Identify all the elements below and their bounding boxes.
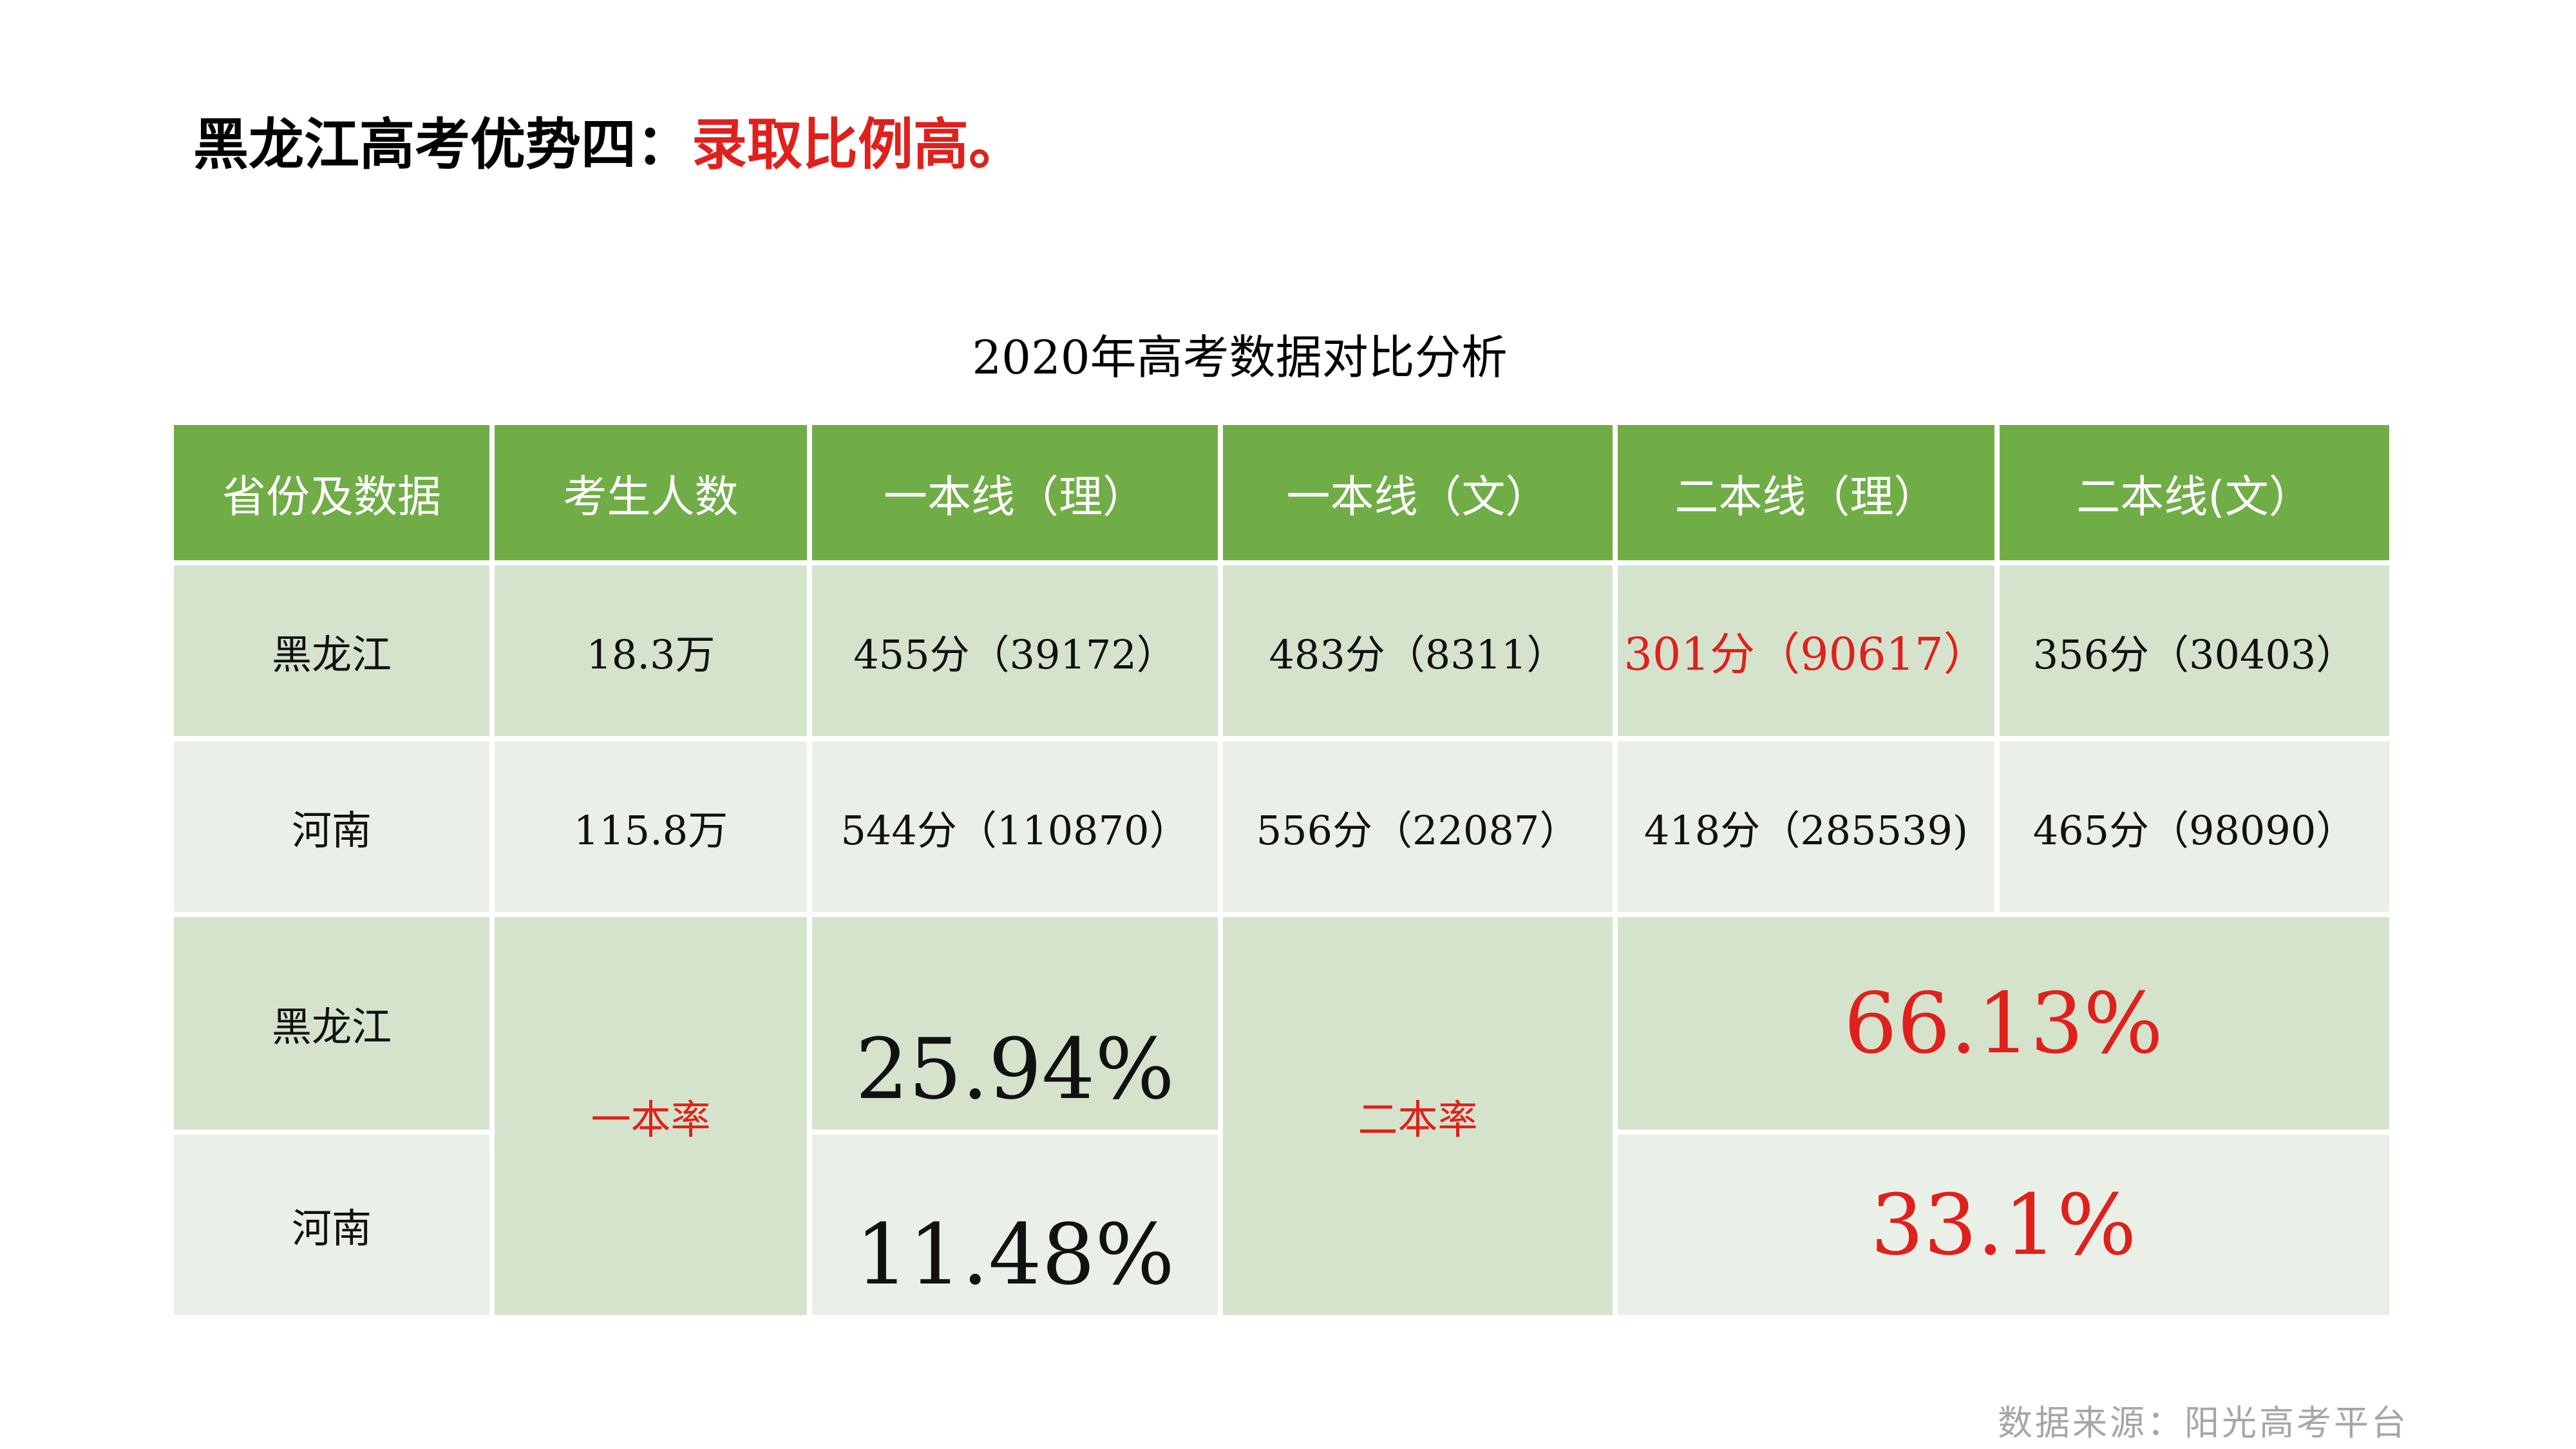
comparison-table: 省份及数据 考生人数 一本线（理） 一本线（文） 二本线（理） 二本线(文） 黑…	[174, 425, 2389, 1315]
table-cell: 465分（98090）	[2000, 741, 2389, 912]
table-cell: 黑龙江	[174, 565, 489, 736]
table-cell: 556分（22087）	[1223, 741, 1613, 912]
table-cell: 115.8万	[495, 741, 807, 912]
data-source-note: 数据来源：阳光高考平台	[1998, 1403, 2409, 1443]
header-cell-tier2-arts: 二本线(文）	[2000, 425, 2389, 560]
second-tier-rate-value: 66.13%	[1618, 917, 2389, 1130]
table-cell: 455分（39172）	[812, 565, 1218, 736]
header-cell-province: 省份及数据	[174, 425, 489, 560]
headline-prefix: 黑龙江高考优势四：	[193, 113, 692, 177]
first-tier-rate-label: 一本率	[495, 917, 807, 1315]
header-cell-candidates: 考生人数	[495, 425, 807, 560]
table-cell: 河南	[174, 741, 489, 912]
header-cell-tier1-science: 一本线（理）	[812, 425, 1218, 560]
table-cell: 18.3万	[495, 565, 807, 736]
table-cell: 544分（110870）	[812, 741, 1218, 912]
page-headline: 黑龙江高考优势四：录取比例高。	[193, 100, 1024, 190]
headline-highlight: 录取比例高。	[692, 113, 1024, 177]
header-cell-tier2-science: 二本线（理）	[1618, 425, 1994, 560]
first-tier-rate-value: 11.48%	[812, 1135, 1218, 1315]
second-tier-rate-value: 33.1%	[1618, 1135, 2389, 1315]
table-cell: 418分（285539)	[1618, 741, 1994, 912]
table-title: 2020年高考数据对比分析	[972, 330, 1508, 384]
header-cell-tier1-arts: 一本线（文）	[1223, 425, 1613, 560]
rate-province-cell: 黑龙江	[174, 917, 489, 1130]
table-cell-highlight: 301分（90617）	[1618, 565, 1994, 736]
rate-province-cell: 河南	[174, 1135, 489, 1315]
second-tier-rate-label: 二本率	[1223, 917, 1613, 1315]
table-cell: 356分（30403）	[2000, 565, 2389, 736]
first-tier-rate-value: 25.94%	[812, 917, 1218, 1130]
table-cell: 483分（8311）	[1223, 565, 1613, 736]
